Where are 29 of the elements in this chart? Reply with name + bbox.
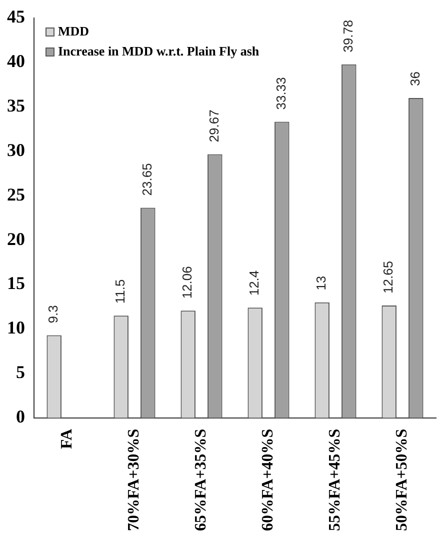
y-tick-label: 10 bbox=[7, 318, 25, 338]
data-label: 36 bbox=[407, 72, 422, 86]
data-label: 12.06 bbox=[180, 266, 195, 299]
y-tick-label: 5 bbox=[16, 362, 25, 382]
y-tick-label: 35 bbox=[7, 96, 25, 116]
y-tick-label: 25 bbox=[7, 184, 25, 204]
y-tick-label: 15 bbox=[7, 273, 25, 294]
y-tick-label: 20 bbox=[7, 228, 25, 249]
y-tick-label: 40 bbox=[7, 51, 25, 72]
legend-label: MDD bbox=[58, 23, 90, 38]
x-tick-label: 50%FA+50%S bbox=[394, 428, 411, 531]
data-label: 12.65 bbox=[380, 260, 396, 294]
data-label: 39.78 bbox=[340, 20, 356, 52]
data-label: 29.67 bbox=[206, 110, 222, 142]
data-label: 23.65 bbox=[139, 163, 154, 196]
x-tick-label: 55%FA+45%S bbox=[326, 428, 344, 531]
data-label: 12.4 bbox=[246, 270, 262, 296]
y-tick-label: 45 bbox=[7, 6, 25, 27]
y-tick-label: 0 bbox=[16, 406, 25, 426]
x-tick-label: 65%FA+35%S bbox=[192, 428, 210, 531]
data-label: 33.33 bbox=[273, 77, 288, 110]
data-label: 11.5 bbox=[112, 279, 128, 304]
x-tick-label: 60%FA+40%S bbox=[260, 428, 277, 531]
x-tick-label: 70%FA+30%S bbox=[126, 428, 143, 531]
data-label: 13 bbox=[314, 276, 329, 290]
data-label: 9.3 bbox=[46, 305, 61, 324]
y-tick-label: 30 bbox=[7, 140, 25, 160]
legend-label: Increase in MDD w.r.t. Plain Fly ash bbox=[58, 43, 260, 58]
x-tick-label: FA bbox=[58, 428, 76, 449]
